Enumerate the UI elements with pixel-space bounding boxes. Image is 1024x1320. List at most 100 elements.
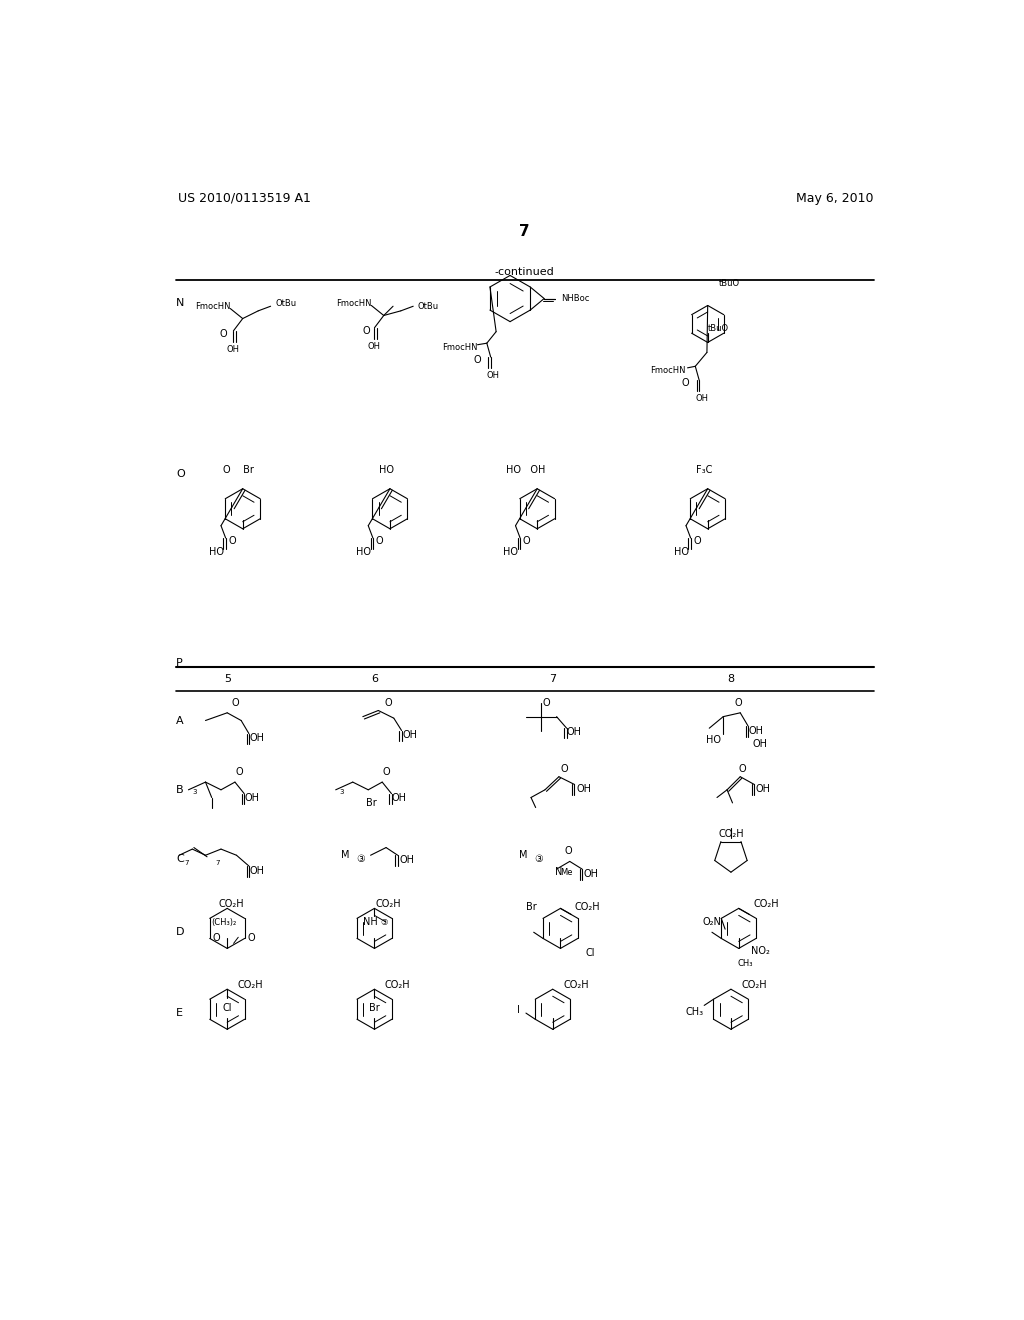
Text: HO: HO xyxy=(674,546,689,557)
Text: O: O xyxy=(382,767,390,777)
Text: HO   OH: HO OH xyxy=(506,465,545,475)
Text: ③: ③ xyxy=(535,854,543,865)
Text: N: N xyxy=(555,867,562,878)
Text: OH: OH xyxy=(695,395,708,403)
Text: Br: Br xyxy=(369,1003,380,1012)
Text: M: M xyxy=(519,850,528,861)
Text: D: D xyxy=(176,927,184,937)
Text: Br: Br xyxy=(525,902,537,912)
Text: OH: OH xyxy=(249,866,264,875)
Text: OH: OH xyxy=(402,730,418,741)
Text: May 6, 2010: May 6, 2010 xyxy=(796,191,873,205)
Text: OH: OH xyxy=(245,793,259,804)
Text: CH₃: CH₃ xyxy=(737,958,753,968)
Text: OH: OH xyxy=(392,793,407,804)
Text: O: O xyxy=(231,698,239,708)
Text: CO₂H: CO₂H xyxy=(376,899,401,908)
Text: HO: HO xyxy=(209,546,224,557)
Text: C: C xyxy=(176,854,183,865)
Text: O: O xyxy=(219,329,227,339)
Text: 3: 3 xyxy=(340,789,344,795)
Text: O: O xyxy=(693,536,700,546)
Text: CO₂H: CO₂H xyxy=(218,899,244,908)
Text: HO: HO xyxy=(707,735,721,744)
Text: O: O xyxy=(738,764,746,774)
Text: tBuO: tBuO xyxy=(709,325,729,333)
Text: OH: OH xyxy=(486,371,500,380)
Text: M: M xyxy=(341,850,349,861)
Text: NHBoc: NHBoc xyxy=(561,294,590,304)
Text: ③: ③ xyxy=(380,917,387,927)
Text: O: O xyxy=(176,469,184,479)
Text: OH: OH xyxy=(753,739,768,748)
Text: OH: OH xyxy=(756,784,771,795)
Text: O: O xyxy=(212,933,220,944)
Text: 7: 7 xyxy=(184,859,189,866)
Text: 5: 5 xyxy=(223,675,230,684)
Text: OH: OH xyxy=(368,342,381,351)
Text: A: A xyxy=(176,715,183,726)
Text: Cl: Cl xyxy=(222,1003,232,1012)
Text: OH: OH xyxy=(399,855,415,865)
Text: HO: HO xyxy=(379,465,393,475)
Text: O: O xyxy=(473,355,480,366)
Text: NH: NH xyxy=(364,917,378,927)
Text: 6: 6 xyxy=(371,675,378,684)
Text: Cl: Cl xyxy=(585,948,595,958)
Text: NO₂: NO₂ xyxy=(751,946,770,957)
Text: FmocHN: FmocHN xyxy=(336,298,372,308)
Text: O: O xyxy=(247,933,255,944)
Text: FmocHN: FmocHN xyxy=(442,343,477,351)
Text: CO₂H: CO₂H xyxy=(753,899,778,908)
Text: CO₂H: CO₂H xyxy=(385,979,411,990)
Text: OtBu: OtBu xyxy=(418,302,439,310)
Text: CO₂H: CO₂H xyxy=(238,979,263,990)
Text: tBuO: tBuO xyxy=(719,280,739,288)
Text: O: O xyxy=(564,846,572,857)
Text: O: O xyxy=(236,767,243,777)
Text: O: O xyxy=(375,536,383,546)
Text: ③: ③ xyxy=(356,854,365,865)
Text: CO₂H: CO₂H xyxy=(741,979,767,990)
Text: OH: OH xyxy=(749,726,763,735)
Text: O: O xyxy=(522,536,530,546)
Text: O: O xyxy=(228,536,236,546)
Text: O: O xyxy=(682,379,689,388)
Text: O₂N: O₂N xyxy=(702,917,721,927)
Text: 3: 3 xyxy=(193,789,197,795)
Text: 7: 7 xyxy=(216,859,220,866)
Text: 7: 7 xyxy=(519,224,530,239)
Text: O: O xyxy=(385,698,392,708)
Text: Br: Br xyxy=(366,797,377,808)
Text: CO₂H: CO₂H xyxy=(718,829,743,838)
Text: O: O xyxy=(735,698,742,708)
Text: OtBu: OtBu xyxy=(275,298,296,308)
Text: Me: Me xyxy=(560,867,572,876)
Text: US 2010/0113519 A1: US 2010/0113519 A1 xyxy=(178,191,311,205)
Text: E: E xyxy=(176,1008,183,1018)
Text: O    Br: O Br xyxy=(223,465,254,475)
Text: F₃C: F₃C xyxy=(695,465,712,475)
Text: CO₂H: CO₂H xyxy=(574,902,600,912)
Text: O: O xyxy=(543,698,550,708)
Text: HO: HO xyxy=(504,546,518,557)
Text: OH: OH xyxy=(567,727,582,737)
Text: N: N xyxy=(176,298,184,308)
Text: (CH₃)₂: (CH₃)₂ xyxy=(211,917,237,927)
Text: 8: 8 xyxy=(727,675,734,684)
Text: 7: 7 xyxy=(549,675,556,684)
Text: OH: OH xyxy=(584,869,599,879)
Text: OH: OH xyxy=(249,733,264,743)
Text: OH: OH xyxy=(227,345,240,354)
Text: I: I xyxy=(517,1005,519,1015)
Text: CH₃: CH₃ xyxy=(686,1007,703,1016)
Text: OH: OH xyxy=(577,784,591,795)
Text: FmocHN: FmocHN xyxy=(650,366,686,375)
Text: -continued: -continued xyxy=(495,268,555,277)
Text: B: B xyxy=(176,785,183,795)
Text: HO: HO xyxy=(356,546,371,557)
Text: FmocHN: FmocHN xyxy=(195,302,230,310)
Text: CO₂H: CO₂H xyxy=(563,979,589,990)
Text: O: O xyxy=(560,764,568,774)
Text: P: P xyxy=(176,657,183,668)
